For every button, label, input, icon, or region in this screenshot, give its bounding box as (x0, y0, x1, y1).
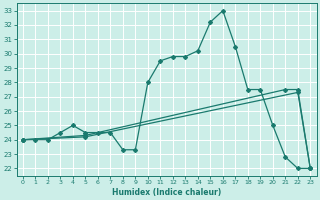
X-axis label: Humidex (Indice chaleur): Humidex (Indice chaleur) (112, 188, 221, 197)
